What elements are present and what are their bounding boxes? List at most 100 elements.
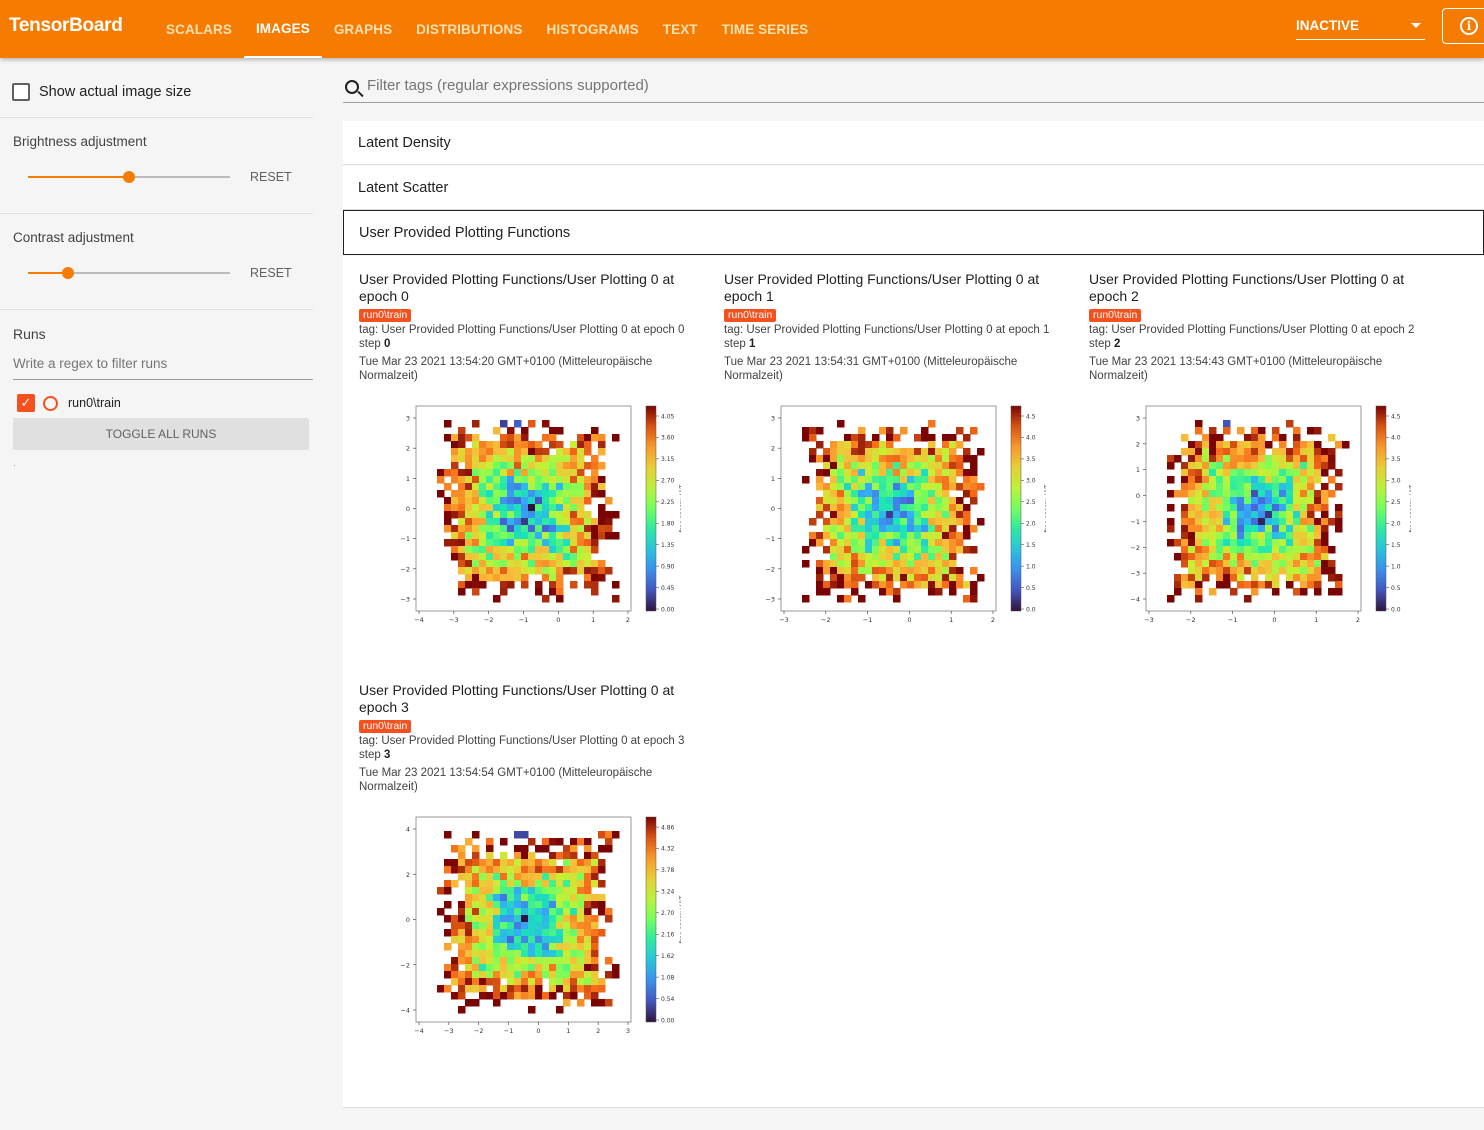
heatmap-cell xyxy=(556,441,564,449)
heatmap-cell xyxy=(1258,490,1266,498)
heatmap-cell xyxy=(472,455,480,463)
heatmap-cell xyxy=(1265,469,1273,477)
heatmap-cell xyxy=(507,455,515,463)
heatmap-cell xyxy=(1342,441,1350,449)
heatmap-cell xyxy=(465,838,473,846)
category-latent-scatter[interactable]: Latent Scatter xyxy=(343,166,1484,210)
heatmap-cell xyxy=(893,588,901,596)
heatmap-cell xyxy=(1258,567,1266,575)
category-latent-density[interactable]: Latent Density xyxy=(343,121,1484,165)
heatmap-cell xyxy=(493,427,501,435)
heatmap-cell xyxy=(1237,567,1245,575)
heatmap-cell xyxy=(563,462,571,470)
toggle-all-runs-button[interactable]: TOGGLE ALL RUNS xyxy=(13,418,309,450)
show-actual-size-row[interactable]: Show actual image size xyxy=(12,83,191,101)
heatmap-cell xyxy=(528,908,536,916)
tab-distributions[interactable]: DISTRIBUTIONS xyxy=(416,21,523,37)
heatmap-cell xyxy=(921,532,929,540)
run-color-circle-icon[interactable] xyxy=(43,395,58,411)
heatmap-cell xyxy=(1293,532,1301,540)
heatmap-cell xyxy=(479,539,487,547)
category-user-provided-plotting-functions[interactable]: User Provided Plotting Functions xyxy=(343,210,1484,255)
heatmap-cell xyxy=(1300,504,1308,512)
heatmap-cell xyxy=(577,539,585,547)
heatmap-cell xyxy=(837,567,845,575)
heatmap-cell xyxy=(542,957,550,965)
heatmap-cell xyxy=(1209,518,1217,526)
brightness-reset-button[interactable]: RESET xyxy=(250,170,292,184)
tab-histograms[interactable]: HISTOGRAMS xyxy=(546,21,639,37)
heatmap-cell xyxy=(942,567,950,575)
heatmap-cell xyxy=(914,574,922,582)
free-energy-plot-image[interactable]: −3 −2 −1 0 1 23210−1−2−34.54.03.53.02.52.01.5… xyxy=(736,401,1046,631)
heatmap-cell xyxy=(1251,574,1259,582)
heatmap-cell xyxy=(1230,497,1238,505)
show-actual-size-checkbox[interactable] xyxy=(12,83,30,101)
heatmap-cell xyxy=(914,469,922,477)
tab-graphs[interactable]: GRAPHS xyxy=(333,21,393,37)
heatmap-cell xyxy=(591,929,599,937)
heatmap-cell xyxy=(507,448,515,456)
heatmap-cell xyxy=(458,567,466,575)
heatmap-cell xyxy=(598,441,606,449)
tab-scalars[interactable]: SCALARS xyxy=(166,21,232,37)
tab-images[interactable]: IMAGES xyxy=(243,0,322,58)
heatmap-cell xyxy=(458,476,466,484)
heatmap-cell xyxy=(577,894,585,902)
contrast-slider[interactable] xyxy=(28,266,230,280)
heatmap-cell xyxy=(444,901,452,909)
free-energy-plot-image[interactable]: −3 −2 −1 0 1 23210−1−2−3−44.54.03.53.02.52.01… xyxy=(1101,401,1411,631)
tag-filter-input[interactable] xyxy=(367,77,1467,94)
heatmap-cell xyxy=(935,448,943,456)
image-card: User Provided Plotting Functions/User Pl… xyxy=(359,682,709,794)
y-tick-label: 1 xyxy=(1136,466,1140,474)
tab-time-series[interactable]: TIME SERIES xyxy=(721,21,809,37)
heatmap-cell xyxy=(1272,434,1280,442)
heatmap-cell xyxy=(549,866,557,874)
heatmap-cell xyxy=(823,455,831,463)
info-button[interactable]: i xyxy=(1442,8,1484,44)
heatmap-cell xyxy=(528,880,536,888)
heatmap-cell xyxy=(942,441,950,449)
heatmap-cell xyxy=(1209,476,1217,484)
heatmap-cell xyxy=(1293,490,1301,498)
heatmap-cell xyxy=(591,518,599,526)
heatmap-cell xyxy=(858,448,866,456)
heatmap-cell xyxy=(1209,511,1217,519)
heatmap-cell xyxy=(1230,546,1238,554)
heatmap-cell xyxy=(528,553,536,561)
heatmap-cell xyxy=(514,511,522,519)
heatmap-cell xyxy=(844,504,852,512)
heatmap-cell xyxy=(1188,441,1196,449)
heatmap-cell xyxy=(563,950,571,958)
run-filter-input[interactable] xyxy=(13,354,313,371)
heatmap-cell xyxy=(479,553,487,561)
heatmap-cell xyxy=(577,873,585,881)
heatmap-cell xyxy=(486,852,494,860)
heatmap-cell xyxy=(1237,546,1245,554)
heatmap-cell xyxy=(900,525,908,533)
heatmap-cell xyxy=(549,455,557,463)
free-energy-plot-image[interactable]: −4 −3 −2 −1 0 1 2 3420−2−44.864.323.783.242.702… xyxy=(371,812,681,1042)
heatmap-cell xyxy=(598,483,606,491)
slider-thumb[interactable] xyxy=(62,267,75,279)
heatmap-cell xyxy=(500,553,508,561)
colorbar-tick-label: 0.0 xyxy=(1391,606,1401,613)
heatmap-cell xyxy=(1279,546,1287,554)
heatmap-cell xyxy=(1286,476,1294,484)
run-checkbox[interactable]: ✓ xyxy=(17,394,35,412)
inactive-plugins-select[interactable]: INACTIVE xyxy=(1296,12,1425,40)
heatmap-cell xyxy=(1286,448,1294,456)
heatmap-cell xyxy=(1265,483,1273,491)
tab-text[interactable]: TEXT xyxy=(662,21,698,37)
brightness-slider[interactable] xyxy=(28,170,230,184)
heatmap-cell xyxy=(1195,553,1203,561)
run-item[interactable]: ✓ run0\train xyxy=(17,394,121,412)
slider-thumb[interactable] xyxy=(123,171,135,183)
contrast-reset-button[interactable]: RESET xyxy=(250,266,292,280)
free-energy-plot-image[interactable]: −4 −3 −2 −1 0 1 23210−1−2−34.053.603.152.702.2… xyxy=(371,401,681,631)
heatmap-cell xyxy=(893,434,901,442)
x-tick-label: −1 xyxy=(504,1027,514,1035)
heatmap-cell xyxy=(1230,518,1238,526)
heatmap-cell xyxy=(479,497,487,505)
